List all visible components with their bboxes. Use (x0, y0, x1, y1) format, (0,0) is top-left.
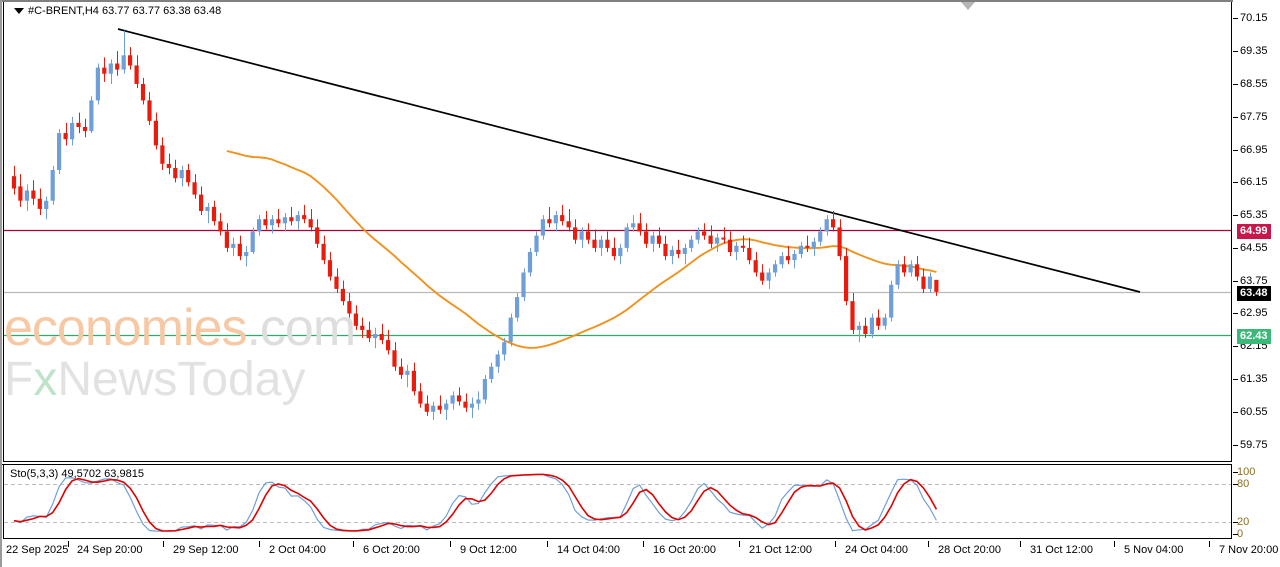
price-tick (1233, 445, 1238, 446)
price-tick (1233, 379, 1238, 380)
time-axis-label: 16 Oct 20:00 (653, 544, 716, 556)
candlestick-series (4, 28, 1232, 421)
price-tick-label: 60.55 (1240, 406, 1268, 418)
price-tick (1233, 346, 1238, 347)
indicator-tick (1233, 472, 1238, 473)
time-axis-separator (1020, 541, 1021, 547)
price-tick-label: 62.15 (1240, 340, 1268, 352)
price-tick-label: 62.95 (1240, 307, 1268, 319)
time-axis-separator (259, 541, 260, 547)
price-tick (1233, 182, 1238, 183)
price-tick-label: 67.75 (1240, 111, 1268, 123)
time-axis-separator (450, 541, 451, 547)
time-axis-label: 24 Sep 20:00 (77, 544, 143, 556)
triangle-down-icon[interactable] (14, 8, 24, 15)
symbol-header: #C-BRENT,H4 63.77 63.77 63.38 63.48 (14, 5, 221, 17)
indicator-pane-left-border (3, 464, 4, 539)
price-tick (1233, 117, 1238, 118)
time-axis-label: 21 Oct 12:00 (749, 544, 812, 556)
price-tick (1233, 281, 1238, 282)
indicator-scale-label: 0 (1237, 528, 1244, 540)
price-tick-label: 68.55 (1240, 78, 1268, 90)
price-tick (1233, 84, 1238, 85)
indicator-pane-bottom-border (4, 538, 1232, 539)
stochastic-series (4, 473, 1232, 532)
price-tick-label: 69.35 (1240, 45, 1268, 57)
indicator-scale-label: 20 (1237, 516, 1250, 528)
indicator-tick (1233, 484, 1238, 485)
symbol-header-text: #C-BRENT,H4 63.77 63.77 63.38 63.48 (28, 5, 222, 17)
time-axis-separator (353, 541, 354, 547)
time-axis[interactable]: 22 Sep 2025 24 Sep 20:00 29 Sep 12:00 2 Oct… (0, 541, 1278, 563)
time-axis-label: 28 Oct 20:00 (938, 544, 1001, 556)
price-pane-right-border (1231, 2, 1232, 462)
price-chart-pane[interactable]: economies.com FxNewsToday #C-BRENT,H4 63… (4, 2, 1232, 461)
time-axis-label: 31 Oct 12:00 (1030, 544, 1093, 556)
price-tick-label: 66.15 (1240, 176, 1268, 188)
time-axis-separator (1114, 541, 1115, 547)
indicator-label: Sto(5,3,3) 49,5702 63,9815 (10, 468, 144, 480)
time-axis-label: 7 Nov 20:00 (1219, 544, 1279, 556)
indicator-tick (1233, 534, 1238, 535)
price-tick (1233, 51, 1238, 52)
price-tick (1233, 248, 1238, 249)
time-axis-label: 29 Sep 12:00 (173, 544, 239, 556)
indicator-scale-label: 80 (1237, 478, 1250, 490)
window-top-border (0, 0, 1280, 2)
time-axis-separator (163, 541, 164, 547)
price-tick (1233, 18, 1238, 19)
support-level-tag: 62.43 (1237, 329, 1271, 344)
time-axis-label: 2 Oct 04:00 (269, 544, 326, 556)
price-pane-left-border (3, 2, 4, 462)
time-axis-label: 22 Sep 2025 (6, 544, 69, 556)
time-axis-separator (739, 541, 740, 547)
price-tick (1233, 150, 1238, 151)
price-tick-label: 59.75 (1240, 439, 1268, 451)
indicator-scale-label: 100 (1237, 466, 1256, 478)
price-tick (1233, 313, 1238, 314)
price-pane-bottom-border (4, 461, 1232, 462)
stochastic-pane[interactable]: Sto(5,3,3) 49,5702 63,9815 (4, 466, 1232, 538)
price-tick (1233, 412, 1238, 413)
time-axis-label: 9 Oct 12:00 (460, 544, 517, 556)
indicator-pane-right-border (1231, 464, 1232, 539)
time-axis-label: 6 Oct 20:00 (363, 544, 420, 556)
price-tick-label: 63.75 (1240, 275, 1268, 287)
time-axis-separator (1209, 541, 1210, 547)
price-tick-label: 66.95 (1240, 144, 1268, 156)
price-tick-label: 70.15 (1240, 12, 1268, 24)
time-axis-separator (928, 541, 929, 547)
price-tick (1233, 215, 1238, 216)
window-left-border (0, 0, 2, 567)
price-tick-label: 65.35 (1240, 209, 1268, 221)
price-tick-label: 64.55 (1240, 242, 1268, 254)
last-price-tag: 63.48 (1237, 286, 1271, 301)
price-tick-label: 61.35 (1240, 373, 1268, 385)
price-axis[interactable]: 70.15 69.35 68.55 67.75 66.95 66.15 65.35 64.55… (1233, 0, 1280, 567)
time-axis-label: 14 Oct 04:00 (557, 544, 620, 556)
time-axis-separator (547, 541, 548, 547)
time-axis-label: 24 Oct 04:00 (845, 544, 908, 556)
time-axis-separator (835, 541, 836, 547)
indicator-pane-top-border (2, 464, 1232, 465)
time-axis-separator (643, 541, 644, 547)
resistance-level-tag: 64.99 (1237, 224, 1271, 239)
time-axis-label: 5 Nov 04:00 (1124, 544, 1184, 556)
indicator-tick (1233, 522, 1238, 523)
time-axis-separator (68, 541, 69, 547)
triangle-down-marker-icon (961, 2, 975, 10)
